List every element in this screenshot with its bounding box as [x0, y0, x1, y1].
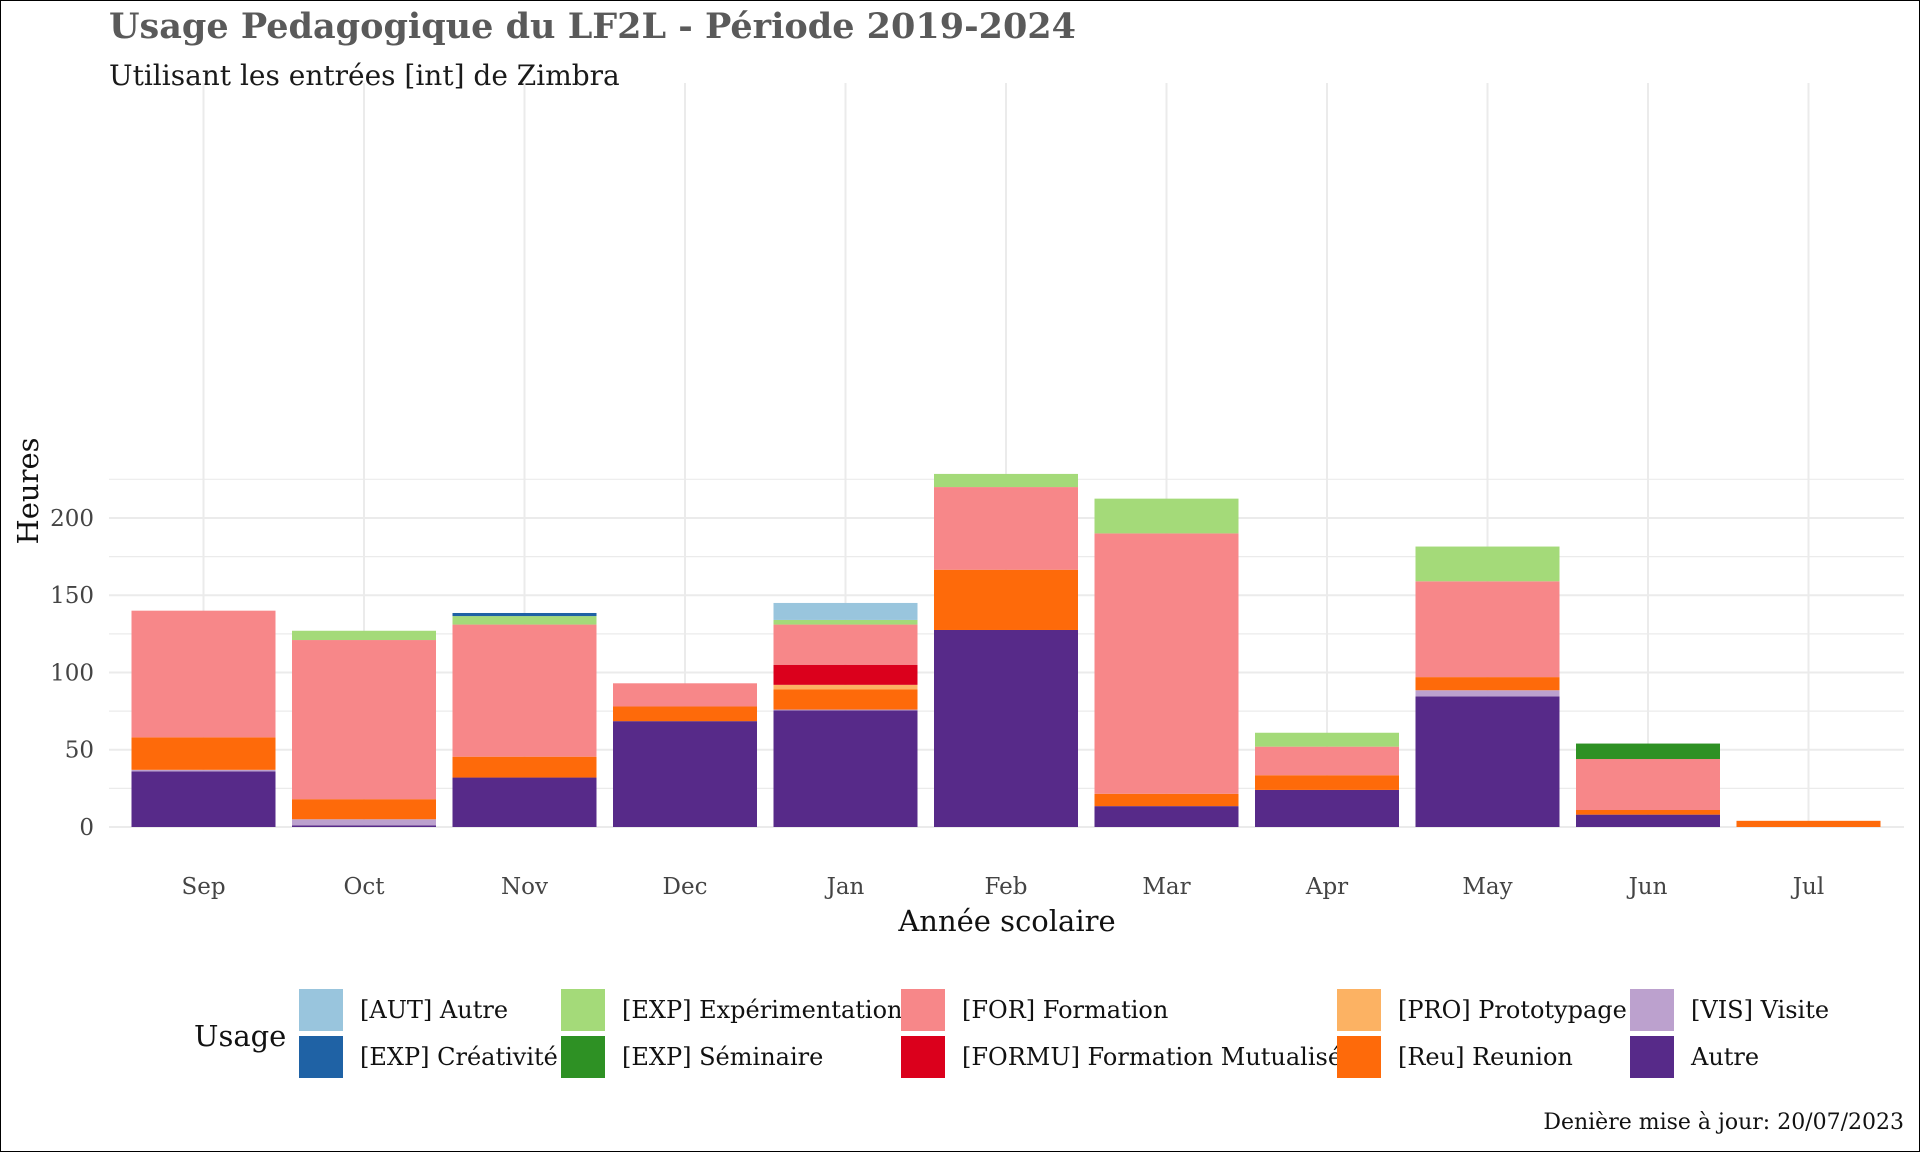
x-tick-label: Jun: [1627, 874, 1668, 900]
y-axis: 0 50 100 150 200: [50, 506, 94, 841]
legend-swatch: [299, 989, 343, 1031]
bar-segment-jun: [1576, 759, 1720, 811]
y-tick-label: 200: [50, 506, 94, 532]
y-tick-label: 100: [50, 660, 94, 686]
bar-segment-oct: [292, 825, 436, 827]
bar-segment-sep: [131, 737, 276, 770]
x-tick-label: May: [1462, 874, 1512, 900]
bar-segment-feb: [934, 473, 1078, 488]
bar-segment-jan: [773, 602, 918, 620]
update-caption: Denière mise à jour: 20/07/2023: [1543, 1110, 1904, 1135]
legend-swatch: [901, 1036, 945, 1078]
legend-label: [VIS] Visite: [1691, 996, 1829, 1024]
x-tick-label: Sep: [181, 874, 225, 900]
bar-segment-oct: [292, 819, 436, 826]
bar-segment-apr: [1255, 732, 1399, 747]
bar-segment-may: [1415, 696, 1560, 827]
x-axis: Sep Oct Nov Dec Jan Feb Mar Apr May Jun Jul: [181, 874, 1824, 900]
x-tick-label: Nov: [501, 874, 548, 900]
bar-segment-apr: [1255, 746, 1399, 776]
x-tick-label: Feb: [984, 874, 1027, 900]
bar-segment-sep: [131, 771, 276, 827]
bar-segment-apr: [1255, 789, 1399, 827]
legend-label: Autre: [1690, 1043, 1759, 1071]
bar-segment-jun: [1576, 814, 1720, 827]
bar-segment-jan: [773, 709, 918, 711]
legend-swatch: [1630, 989, 1674, 1031]
legend-label: [EXP] Expérimentation: [622, 996, 902, 1024]
bar-segment-oct: [292, 630, 436, 641]
bar-segment-sep: [131, 769, 276, 772]
legend-label: [EXP] Séminaire: [622, 1043, 823, 1071]
legend-label: [PRO] Prototypage: [1398, 996, 1627, 1024]
bar-segment-feb: [934, 487, 1078, 570]
x-tick-label: Jul: [1791, 874, 1824, 900]
bar-segment-apr: [1255, 775, 1399, 790]
legend-swatch: [561, 1036, 605, 1078]
legend-swatch: [561, 989, 605, 1031]
bar-segment-nov: [452, 616, 597, 625]
x-axis-label: Année scolaire: [897, 904, 1115, 938]
bars: [131, 473, 1881, 827]
legend-swatch: [901, 989, 945, 1031]
chart-title: Usage Pedagogique du LF2L - Période 2019…: [109, 6, 1076, 47]
y-tick-label: 50: [65, 738, 94, 764]
y-tick-label: 150: [50, 583, 94, 609]
bar-segment-mar: [1094, 806, 1239, 827]
y-tick-label: 0: [79, 815, 94, 841]
bar-segment-dec: [613, 706, 757, 722]
legend: [AUT] Autre [EXP] Créativité [EXP] Expérim…: [299, 989, 1829, 1078]
legend-label: [FOR] Formation: [962, 996, 1168, 1024]
legend-swatch: [1337, 1036, 1381, 1078]
bar-segment-mar: [1094, 533, 1239, 794]
bar-segment-mar: [1094, 498, 1239, 534]
bar-segment-jun: [1576, 743, 1720, 760]
bar-segment-mar: [1094, 793, 1239, 807]
legend-title: Usage: [194, 1019, 286, 1053]
bar-segment-may: [1415, 677, 1560, 691]
bar-segment-jun: [1576, 810, 1720, 815]
bar-segment-sep: [131, 610, 276, 738]
legend-label: [FORMU] Formation Mutualisé: [962, 1043, 1342, 1071]
legend-label: [AUT] Autre: [360, 996, 508, 1024]
legend-swatch: [1337, 989, 1381, 1031]
bar-segment-feb: [934, 629, 1078, 827]
bar-segment-jan: [773, 664, 918, 685]
legend-swatch: [299, 1036, 343, 1078]
x-tick-label: Jan: [825, 874, 865, 900]
x-tick-label: Mar: [1142, 874, 1190, 900]
y-axis-label: Heures: [11, 437, 45, 544]
bar-segment-jan: [773, 619, 918, 625]
legend-label: [EXP] Créativité: [360, 1043, 558, 1071]
bar-segment-may: [1415, 690, 1560, 697]
bar-segment-oct: [292, 640, 436, 800]
bar-segment-dec: [613, 683, 757, 707]
bar-segment-jan: [773, 624, 918, 665]
x-tick-label: Oct: [344, 874, 386, 900]
bar-segment-may: [1415, 546, 1560, 582]
bar-segment-may: [1415, 581, 1560, 678]
legend-swatch: [1630, 1036, 1674, 1078]
bar-segment-oct: [292, 799, 436, 820]
bar-segment-jan: [773, 689, 918, 710]
x-tick-label: Apr: [1305, 874, 1348, 900]
legend-label: [Reu] Reunion: [1398, 1043, 1573, 1071]
bar-segment-jul: [1736, 820, 1881, 827]
bar-segment-nov: [452, 612, 597, 617]
x-tick-label: Dec: [663, 874, 708, 900]
bar-segment-nov: [452, 624, 597, 757]
bar-segment-jan: [773, 684, 918, 690]
bar-segment-jan: [773, 710, 918, 827]
bar-segment-dec: [613, 721, 757, 827]
bar-segment-nov: [452, 777, 597, 827]
bar-segment-feb: [934, 569, 1078, 630]
bar-segment-nov: [452, 756, 597, 778]
